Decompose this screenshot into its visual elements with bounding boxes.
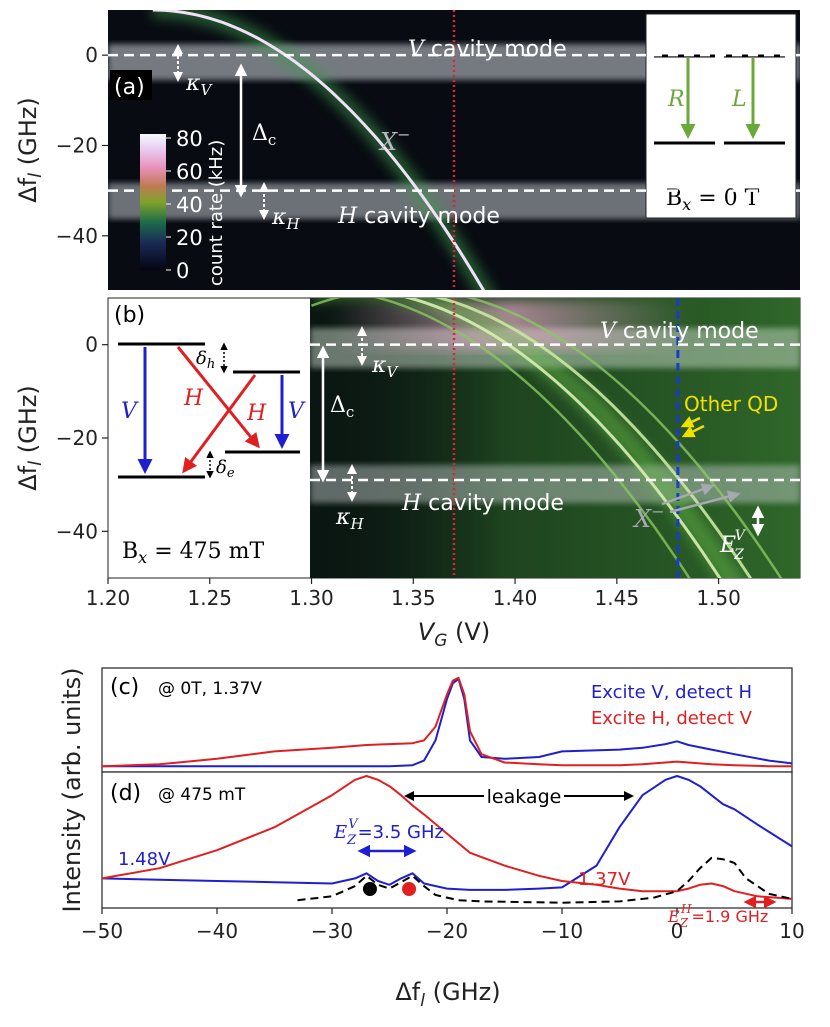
b-x-tick-label-0: 1.20 [86,586,131,610]
colorbar-tick-label-3: 20 [176,226,203,250]
d-x-tick-label-2: −30 [311,919,353,943]
legend-c-2: Excite H, detect V [591,708,753,729]
v-cavity-mode-label-b: V cavity mode [600,319,759,344]
colorbar-tick-label-4: 0 [176,259,189,283]
kappa-h-label-a: κH [271,205,300,233]
panel-cd: (c) @ 0T, 1.37V Excite V, detect H Excit… [58,667,805,1011]
d-x-tick-label-4: −10 [541,919,583,943]
leakage-label: leakage [487,786,562,808]
transition-glow-b [312,298,744,578]
d-marker-0 [362,882,377,896]
c-series-1 [101,676,792,768]
plot-frame-c [101,667,793,773]
x-minus-label-a: X− [378,125,411,156]
panel-b: V V H H δh δe Bx = 475 mT (b) κV Δc κH V… [14,297,801,651]
zeeman-v-label-d: EZV=3.5 GHz [333,817,444,848]
colorbar-label: count rate (kHz) [206,140,227,286]
a-y-tick-label-1: −20 [56,133,98,157]
other-qd-arrow-2 [681,424,705,438]
series-label-137: 1.37V [578,869,631,890]
c-series-0 [102,677,793,768]
colorbar-tick-label-1: 60 [176,160,203,184]
b-x-tick-label-1: 1.25 [187,586,232,610]
zeeman-h-label-d: EZH=1.9 GHz [667,902,768,930]
d-series-0 [101,775,793,891]
transition-curve-a [152,10,486,290]
d-x-tick-label-6: 10 [779,919,804,943]
y-axis-title-cd: Intensity (arb. units) [58,668,86,913]
inset-a-field: Bx = 0 T [666,186,760,214]
kappa-v-label-a: κV [185,71,213,99]
b-y-tick-label-1: −20 [56,426,98,450]
inset-a-left-label: R [667,87,685,112]
d-marker-1 [402,882,417,896]
x-minus-arrow-1 [661,483,715,506]
x-minus-arrow-2 [669,490,741,514]
inset-b-field: Bx = 475 mT [122,539,264,567]
other-qd-label: Other QD [684,392,778,416]
b-x-tick-label-3: 1.35 [391,586,436,610]
d-x-tick-label-1: −40 [196,919,238,943]
transition-curve-b-3 [311,298,783,578]
inset-b: V V H H δh δe Bx = 475 mT [118,342,306,567]
inset-b-delta-h: δh [196,348,215,372]
b-x-tick-label-4: 1.40 [493,586,538,610]
d-x-tick-label-0: −50 [81,919,123,943]
panel-label-c: (c) [110,675,139,700]
x-axis-title-b: VG (V) [418,618,490,651]
kappa-v-label-b: κV [371,353,399,381]
cavity-band-h-b [310,465,800,503]
d-x-tick-label-3: −20 [426,919,468,943]
inset-b-v-label-right: V [288,399,306,424]
x-axis-title-d: Δfl (GHz) [395,978,500,1011]
a-y-tick-label-2: −40 [56,224,98,248]
y-axis-title-a: Δfl (GHz) [14,97,46,203]
transition-curve-b-4 [374,298,691,578]
colorbar: 80 60 40 20 0 count rate (kHz) [140,127,227,286]
d-series-1 [101,775,793,900]
d-x-tick-label-5: 0 [671,919,684,943]
inset-b-v-label-left: V [121,399,139,424]
a-y-tick-label-0: 0 [85,43,98,67]
kappa-h-label-b: κH [335,505,364,533]
transition-curve-b-2 [403,298,722,578]
y-axis-title-b: Δfl (GHz) [14,385,46,491]
colorbar-tick-label-0: 80 [176,127,203,151]
transition-curve-b-1 [434,298,753,578]
zeeman-v-label-b: EZV [719,528,747,563]
inset-b-h-label-left: H [183,386,204,411]
series-label-148: 1.48V [118,849,171,870]
colorbar-tick-label-2: 40 [176,193,203,217]
panel-label-d: (d) [110,781,141,806]
panel-label-a: (a) [114,75,145,100]
delta-c-label-b: Δc [330,393,354,421]
inset-a: R L Bx = 0 T [645,13,797,219]
annotation-d: @ 475 mT [158,785,246,805]
b-y-tick-label-2: −40 [56,519,98,543]
annotation-c: @ 0T, 1.37V [158,679,262,699]
delta-c-label-a: Δc [252,121,276,149]
b-y-tick-label-0: 0 [85,333,98,357]
inset-b-h-label-right: H [246,401,267,426]
inset-a-right-label: L [731,87,747,112]
h-cavity-mode-label-a: H cavity mode [337,204,500,229]
v-cavity-mode-label-a: V cavity mode [408,37,567,62]
other-qd-arrow-1 [680,416,701,428]
panel-label-b: (b) [114,303,145,328]
b-x-tick-label-6: 1.50 [696,586,741,610]
x-minus-label-b: X− [632,502,665,533]
b-x-tick-label-5: 1.45 [595,586,640,610]
b-x-tick-label-2: 1.30 [289,586,334,610]
legend-c-1: Excite V, detect H [591,682,752,703]
inset-b-delta-e: δe [216,457,235,481]
h-cavity-mode-label-b: H cavity mode [401,491,564,516]
